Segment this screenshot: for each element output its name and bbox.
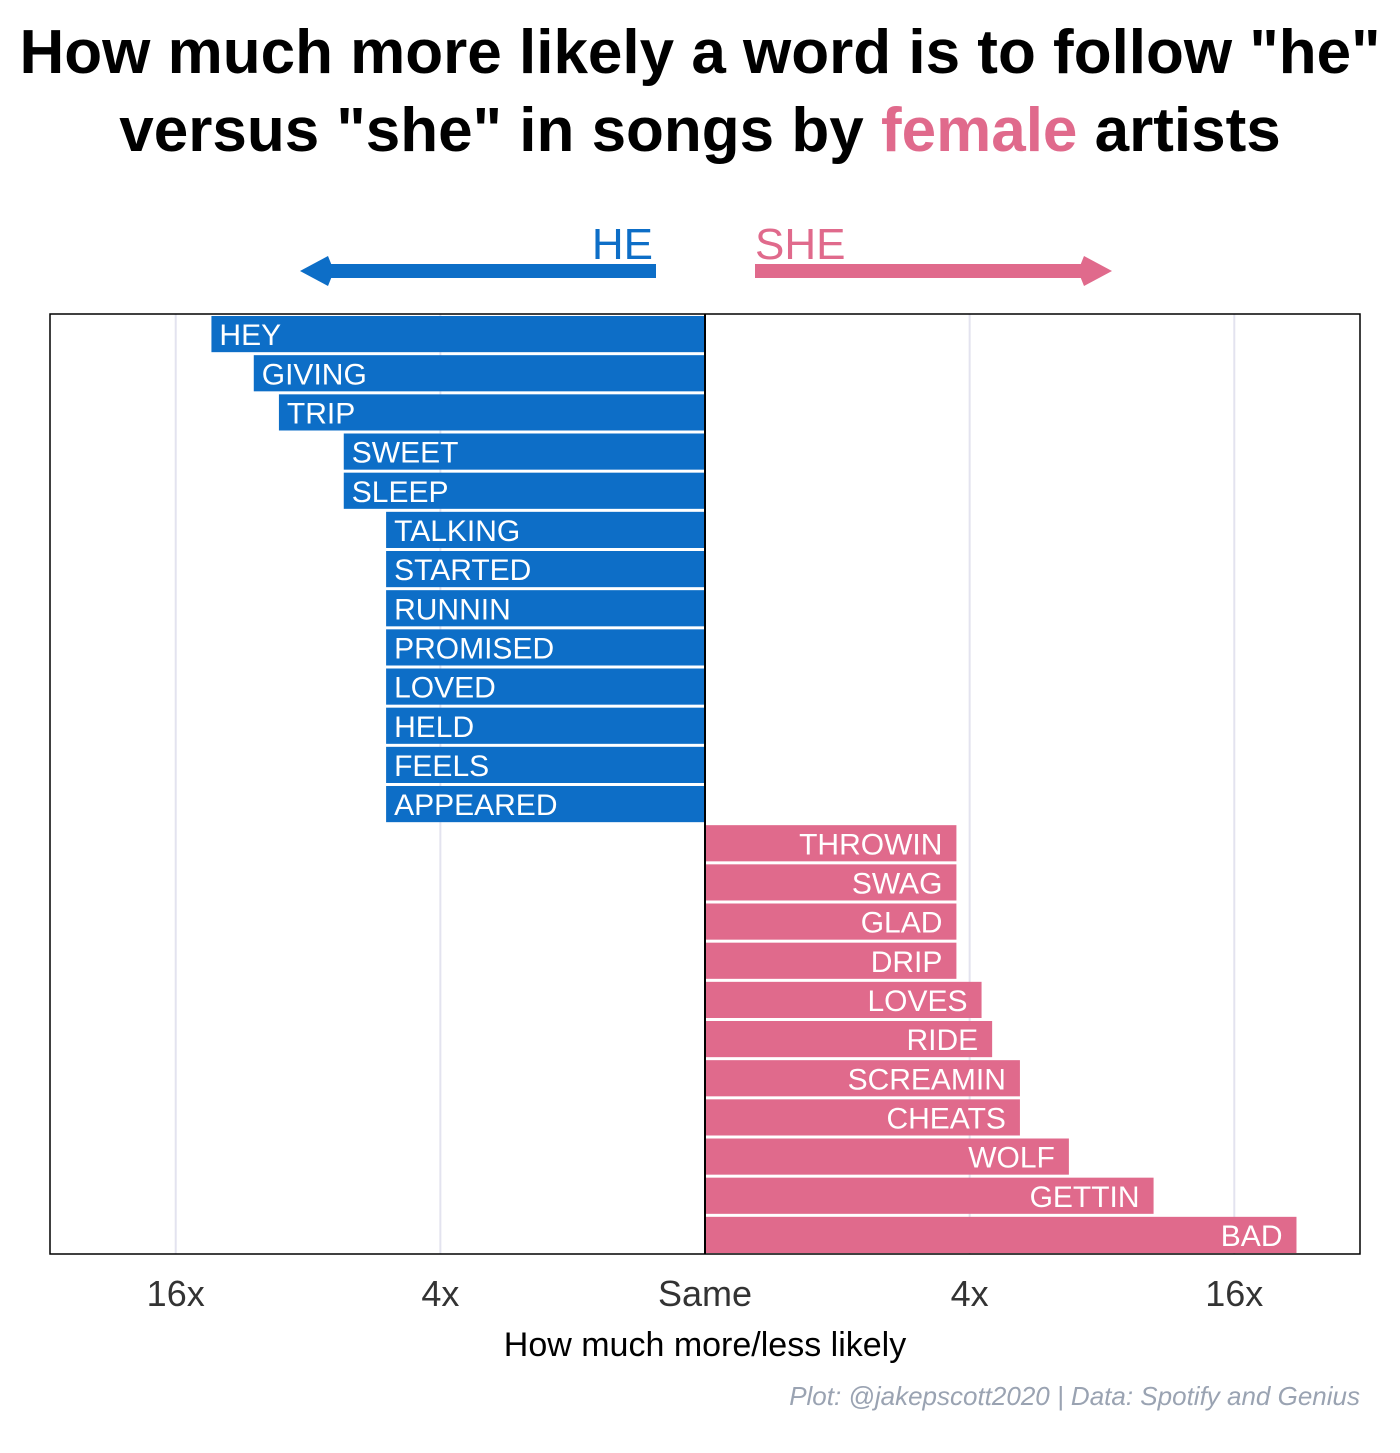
she-bar-glad [705, 903, 957, 940]
bar-word-label: THROWIN [799, 828, 942, 861]
he-direction-label: HE [592, 220, 653, 269]
title-line-2: versus "she" in songs by female artists [0, 92, 1400, 170]
bar-word-label: TALKING [394, 515, 520, 548]
he-bar-sleep [343, 472, 705, 509]
she-bar-screamin [705, 1060, 1020, 1097]
plot-panel-border [49, 313, 1361, 1255]
bar-word-label: LOVES [867, 985, 967, 1018]
she-bar-throwin [705, 825, 957, 862]
she-direction-arrow [755, 256, 1112, 286]
bar-word-label: PROMISED [394, 632, 554, 665]
she-bar-cheats [705, 1099, 1020, 1136]
she-bar-ride [705, 1021, 993, 1058]
bar-word-label: WOLF [968, 1142, 1055, 1175]
he-bar-talking [386, 511, 705, 548]
he-bar-feels [386, 746, 705, 783]
he-bar-hey [211, 316, 706, 353]
bar-word-label: APPEARED [394, 789, 557, 822]
bar-word-label: GLAD [861, 907, 943, 940]
he-bar-giving [253, 355, 705, 392]
bar-word-label: TRIP [287, 397, 355, 430]
he-bar-appeared [386, 786, 705, 823]
x-axis-label: How much more/less likely [504, 1326, 906, 1364]
bar-word-label: HELD [394, 711, 474, 744]
chart-title: How much more likely a word is to follow… [0, 14, 1400, 170]
bar-word-label: BAD [1221, 1220, 1283, 1253]
he-bar-runnin [386, 590, 705, 627]
grid-lines [174, 314, 1236, 1254]
bar-word-label: STARTED [394, 554, 531, 587]
he-bar-loved [386, 668, 705, 705]
she-bar-wolf [705, 1138, 1069, 1175]
he-bar-trip [278, 394, 705, 431]
she-direction-label: SHE [755, 220, 845, 269]
x-tick-label: 4x [421, 1273, 459, 1314]
title-highlight-female: female [880, 96, 1078, 165]
x-tick-label: 16x [1205, 1273, 1263, 1314]
bar-word-label: CHEATS [886, 1102, 1005, 1135]
x-tick-label: 16x [147, 1273, 205, 1314]
bar-word-label: SLEEP [352, 476, 449, 509]
bar-word-label: GIVING [262, 358, 367, 391]
he-bar-promised [386, 629, 705, 666]
title-line-2-after: artists [1077, 96, 1281, 165]
he-direction-arrow [300, 256, 656, 286]
bar-word-label: RUNNIN [394, 593, 511, 626]
x-tick-label: Same [658, 1273, 752, 1314]
x-tick-labels: 16x 4x Same 4x 16x [147, 1273, 1264, 1314]
x-tick-label: 4x [951, 1273, 989, 1314]
title-line-1: How much more likely a word is to follow… [19, 18, 1381, 87]
bar-word-label: SCREAMIN [848, 1063, 1006, 1096]
she-bar-bad [705, 1216, 1297, 1253]
bar-word-label: DRIP [871, 946, 943, 979]
she-bar-swag [705, 864, 957, 901]
he-bar-sweet [343, 433, 705, 470]
bar-word-label: RIDE [906, 1024, 978, 1057]
he-bar-held [386, 707, 705, 744]
bar-word-label: HEY [219, 319, 281, 352]
she-bar-loves [705, 981, 982, 1018]
bar-word-label: LOVED [394, 672, 496, 705]
title-line-2-before: versus "she" in songs by [119, 96, 881, 165]
she-bar-gettin [705, 1177, 1154, 1214]
bar-word-label: SWAG [852, 867, 943, 900]
she-bar-drip [705, 942, 957, 979]
bar-word-label: SWEET [352, 437, 459, 470]
bar-word-label: GETTIN [1030, 1181, 1140, 1214]
he-bar-started [386, 551, 705, 588]
caption: Plot: @jakepscott2020 | Data: Spotify an… [789, 1381, 1360, 1411]
bar-word-label: FEELS [394, 750, 489, 783]
bars: HEY GIVING TRIP SWEET SLEEP TALKING STARTED RUN… [211, 316, 1297, 1253]
